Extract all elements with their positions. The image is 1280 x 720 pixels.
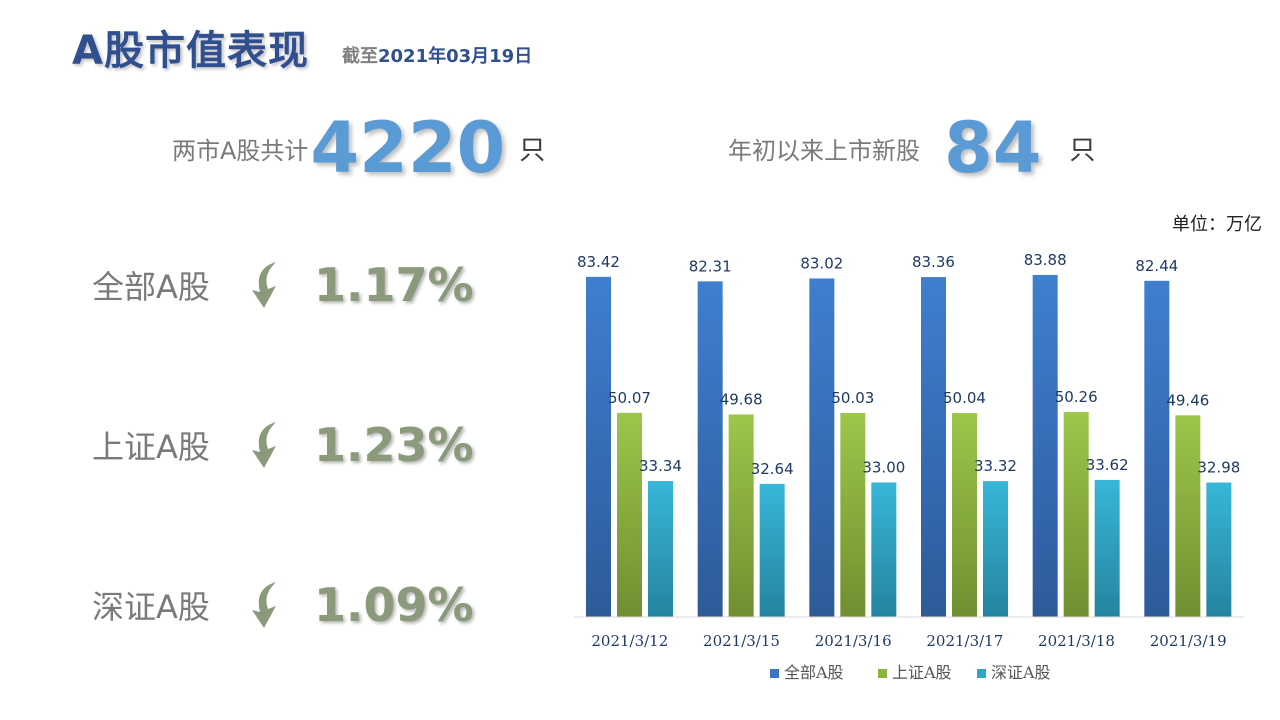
data-label-sz: 33.34 xyxy=(639,457,682,475)
total-stocks-value: 4220 xyxy=(310,107,506,189)
total-stocks-unit: 只 xyxy=(519,135,546,166)
legend-swatch-sh xyxy=(878,669,887,678)
data-label-sh: 50.03 xyxy=(831,389,874,407)
date-prefix: 截至 xyxy=(342,46,378,67)
total-stocks-label: 两市A股共计 xyxy=(172,136,309,165)
bar-sz xyxy=(871,482,897,617)
bar-sz xyxy=(1206,482,1232,617)
bar-sh xyxy=(617,412,642,617)
data-label-sz: 33.00 xyxy=(862,458,905,476)
data-label-sz: 32.98 xyxy=(1197,459,1240,477)
bar-sz xyxy=(648,481,673,617)
change-row-sz: 深证A股 1.09% xyxy=(92,570,474,640)
new-listings-unit: 只 xyxy=(1069,135,1096,166)
x-tick-label: 2021/3/16 xyxy=(815,632,892,650)
bar-sh xyxy=(728,414,754,617)
new-listings-stat: 年初以来上市新股 84 只 xyxy=(728,108,1095,188)
data-label-all: 83.42 xyxy=(577,253,620,271)
page-title: A股市值表现 xyxy=(72,28,309,74)
bar-all xyxy=(697,281,723,617)
legend-label-all: 全部A股 xyxy=(784,663,844,682)
x-tick-label: 2021/3/15 xyxy=(703,632,780,650)
data-label-sh: 49.68 xyxy=(720,390,763,408)
data-label-sz: 33.62 xyxy=(1086,456,1129,474)
data-label-sz: 32.64 xyxy=(751,460,794,478)
bar-sh xyxy=(1063,412,1089,617)
bar-sh xyxy=(840,412,866,617)
x-tick-label: 2021/3/18 xyxy=(1038,632,1115,650)
bar-all xyxy=(586,276,611,617)
data-label-all: 83.36 xyxy=(912,253,955,271)
legend-swatch-sz xyxy=(977,669,986,678)
data-label-sh: 49.46 xyxy=(1166,391,1209,409)
curved-arrow-down-icon xyxy=(252,262,276,308)
curved-arrow-down-icon xyxy=(252,582,276,628)
change-value: 1.17% xyxy=(314,258,474,312)
date-value: 2021年03月19日 xyxy=(378,46,533,67)
data-label-all: 83.88 xyxy=(1024,251,1067,269)
change-row-sh: 上证A股 1.23% xyxy=(92,410,474,480)
data-label-all: 83.02 xyxy=(800,254,843,272)
bar-all xyxy=(921,277,946,617)
data-label-all: 82.44 xyxy=(1135,257,1178,275)
bar-sz xyxy=(759,483,785,617)
bar-sh xyxy=(952,412,977,617)
data-label-sh: 50.04 xyxy=(943,389,986,407)
change-value: 1.09% xyxy=(314,578,474,632)
market-cap-bar-chart: 83.42 50.07 33.34 82.31 49.68 32.64 83.02 50.03… xyxy=(574,251,1244,682)
data-label-sz: 33.32 xyxy=(974,457,1017,475)
total-stocks-stat: 两市A股共计 4220 只 xyxy=(172,108,545,188)
as-of-date: 截至2021年03月19日 xyxy=(342,42,532,68)
change-value: 1.23% xyxy=(314,418,474,472)
change-name: 全部A股 xyxy=(92,268,210,306)
data-label-all: 82.31 xyxy=(689,257,732,275)
legend-label-sh: 上证A股 xyxy=(892,663,952,682)
change-row-all: 全部A股 1.17% xyxy=(92,250,474,320)
bar-all xyxy=(1144,280,1170,617)
curved-arrow-down-icon xyxy=(252,422,276,468)
new-listings-label: 年初以来上市新股 xyxy=(728,136,920,165)
data-label-sh: 50.07 xyxy=(608,389,651,407)
data-label-sh: 50.26 xyxy=(1055,388,1098,406)
x-tick-label: 2021/3/12 xyxy=(591,632,668,650)
legend-swatch-all xyxy=(770,669,779,678)
new-listings-value: 84 xyxy=(944,107,1042,189)
x-tick-label: 2021/3/19 xyxy=(1150,632,1227,650)
bar-sz xyxy=(983,481,1008,617)
chart-unit-label: 单位：万亿 xyxy=(1172,214,1262,235)
bar-sz xyxy=(1094,479,1120,617)
change-name: 深证A股 xyxy=(92,588,210,626)
bar-all xyxy=(1032,274,1058,617)
legend-label-sz: 深证A股 xyxy=(991,663,1051,682)
change-name: 上证A股 xyxy=(92,428,210,466)
x-tick-label: 2021/3/17 xyxy=(926,632,1003,650)
bar-all xyxy=(809,278,835,617)
bar-sh xyxy=(1175,415,1201,617)
